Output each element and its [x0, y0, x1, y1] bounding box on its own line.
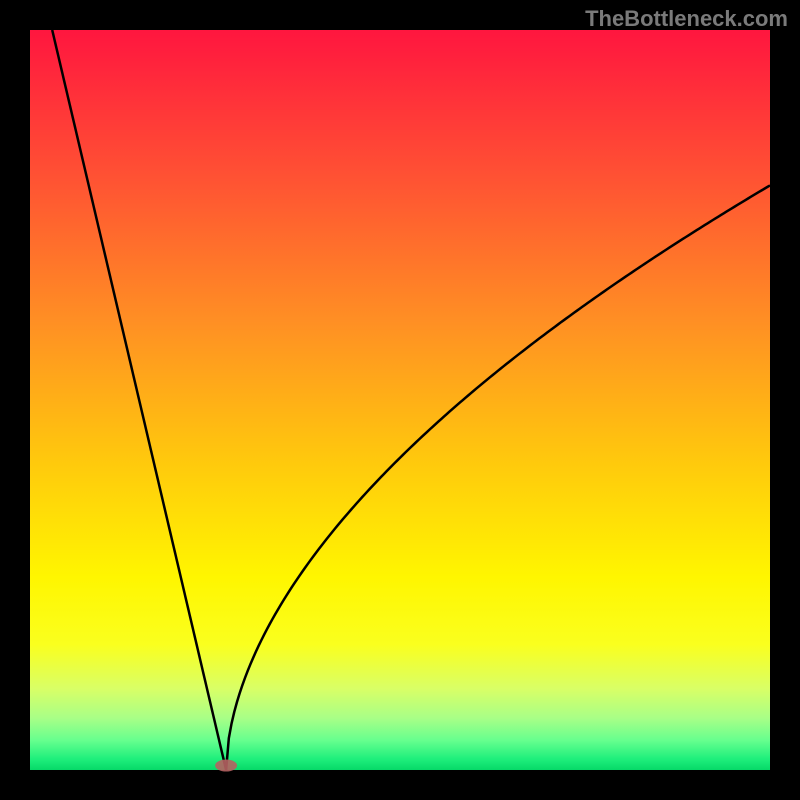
optimum-marker [215, 760, 237, 772]
chart-container: TheBottleneck.com [0, 0, 800, 800]
watermark-text: TheBottleneck.com [585, 6, 788, 32]
bottleneck-curve-chart [0, 0, 800, 800]
chart-plot-bg [30, 30, 770, 770]
